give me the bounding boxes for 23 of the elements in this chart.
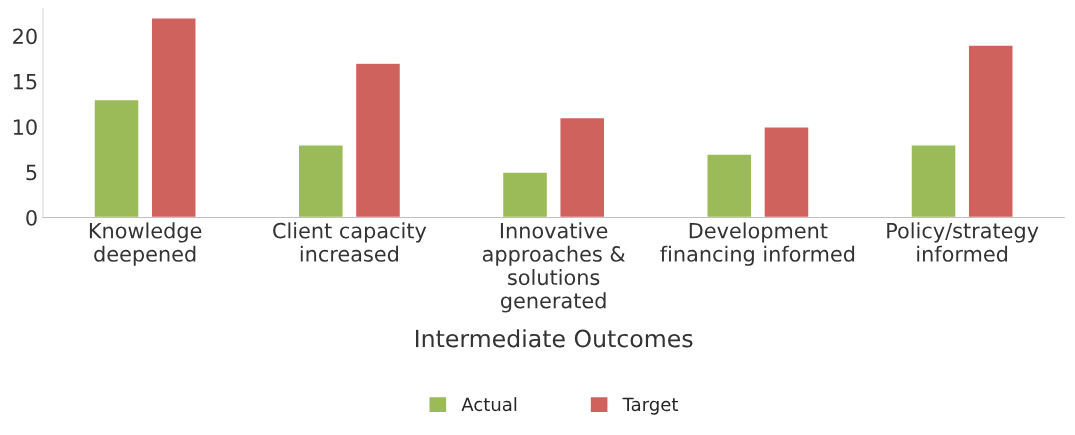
bar bbox=[910, 144, 957, 218]
legend-label: Target bbox=[622, 397, 679, 415]
x-tick-label: Development financing informed bbox=[660, 222, 855, 266]
bar bbox=[501, 171, 549, 218]
bar bbox=[706, 153, 753, 218]
bar bbox=[297, 144, 344, 218]
bar bbox=[763, 126, 810, 218]
bar bbox=[93, 98, 140, 218]
y-tick-label: 10 bbox=[13, 119, 37, 135]
bar bbox=[967, 44, 1014, 218]
x-tick-label: Innovative approaches & solutions generated bbox=[482, 222, 625, 313]
x-tick-label: Client capacity increased bbox=[273, 222, 427, 262]
bar bbox=[559, 116, 606, 218]
legend-label: Actual bbox=[461, 397, 517, 412]
x-tick-label: Knowledge deepened bbox=[89, 222, 202, 266]
y-tick-label: 20 bbox=[13, 28, 37, 45]
y-tick-label: 0 bbox=[26, 209, 37, 226]
x-axis-title: Intermediate Outcomes bbox=[415, 329, 693, 348]
bar bbox=[150, 17, 197, 218]
y-tick-label: 15 bbox=[13, 74, 37, 90]
x-tick-label: Policy/strategy informed bbox=[887, 222, 1039, 262]
y-tick-label: 5 bbox=[26, 164, 37, 181]
bar bbox=[354, 62, 402, 218]
